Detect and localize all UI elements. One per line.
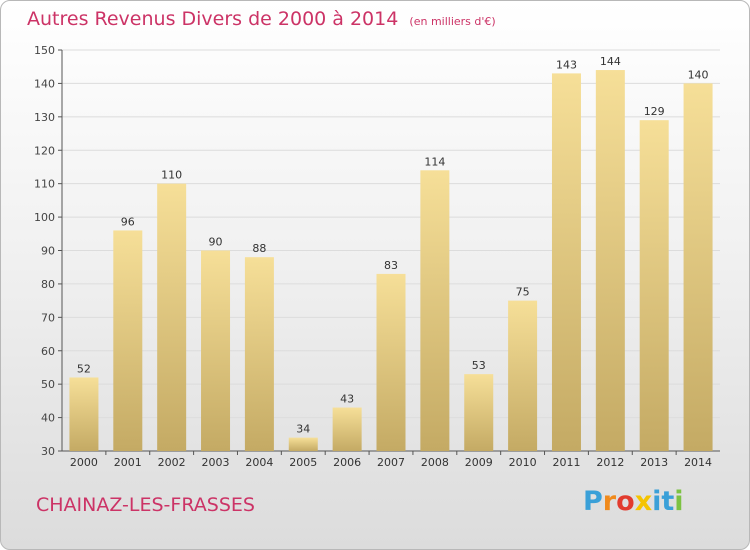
bar-2002 xyxy=(157,183,187,451)
data-label: 110 xyxy=(161,169,182,182)
x-tick-label: 2005 xyxy=(289,456,317,469)
logo-letter: t xyxy=(661,486,675,517)
x-tick-label: 2008 xyxy=(421,456,449,469)
place-name: CHAINAZ-LES-FRASSES xyxy=(36,494,255,516)
logo-letter: i xyxy=(674,486,684,517)
data-label: 143 xyxy=(556,58,577,71)
bar-2003 xyxy=(201,250,231,451)
logo-letter: P xyxy=(583,486,603,517)
x-tick-label: 2013 xyxy=(640,456,668,469)
data-label: 129 xyxy=(644,105,665,118)
x-tick-label: 2004 xyxy=(245,456,273,469)
x-tick-label: 2012 xyxy=(596,456,624,469)
data-label: 96 xyxy=(121,215,135,228)
bar-2005 xyxy=(288,437,318,451)
y-tick-label: 30 xyxy=(41,445,55,458)
bar-2012 xyxy=(595,70,625,452)
y-tick-label: 80 xyxy=(41,278,55,291)
x-tick-label: 2006 xyxy=(333,456,361,469)
bar-2001 xyxy=(113,230,143,451)
bar-2000 xyxy=(69,377,99,451)
chart-title: Autres Revenus Divers de 2000 à 2014 (en… xyxy=(27,8,496,30)
bar-2013 xyxy=(639,120,669,452)
bar-2006 xyxy=(332,407,362,451)
title-text: Autres Revenus Divers de 2000 à 2014 xyxy=(27,8,399,30)
logo-letter: x xyxy=(634,486,653,517)
bar-2004 xyxy=(244,257,274,451)
bar-2008 xyxy=(420,170,450,452)
y-tick-label: 70 xyxy=(41,311,55,324)
data-label: 140 xyxy=(688,68,709,81)
data-label: 83 xyxy=(384,259,398,272)
bar-2009 xyxy=(464,374,494,451)
bar-2007 xyxy=(376,273,406,451)
x-tick-label: 2007 xyxy=(377,456,405,469)
x-tick-label: 2001 xyxy=(114,456,142,469)
data-label: 88 xyxy=(252,242,266,255)
x-tick-label: 2003 xyxy=(202,456,230,469)
data-label: 53 xyxy=(472,359,486,372)
proxiti-logo[interactable]: Proxiti xyxy=(583,486,684,517)
x-tick-label: 2014 xyxy=(684,456,712,469)
data-label: 114 xyxy=(424,155,445,168)
data-label: 144 xyxy=(600,55,621,68)
y-tick-label: 60 xyxy=(41,345,55,358)
data-label: 43 xyxy=(340,393,354,406)
data-label: 34 xyxy=(296,423,310,436)
y-tick-label: 140 xyxy=(34,77,55,90)
bar-2014 xyxy=(683,83,713,452)
bar-2010 xyxy=(508,300,538,451)
logo-letter: i xyxy=(652,486,662,517)
logo-letter: r xyxy=(602,486,617,517)
data-label: 52 xyxy=(77,362,91,375)
data-label: 75 xyxy=(516,286,530,299)
y-tick-label: 150 xyxy=(34,44,55,57)
y-tick-label: 120 xyxy=(34,144,55,157)
x-tick-label: 2009 xyxy=(465,456,493,469)
x-tick-label: 2000 xyxy=(70,456,98,469)
x-tick-label: 2002 xyxy=(158,456,186,469)
bar-2011 xyxy=(551,73,581,452)
y-tick-label: 110 xyxy=(34,178,55,191)
x-tick-label: 2010 xyxy=(509,456,537,469)
data-label: 90 xyxy=(209,236,223,249)
y-tick-label: 100 xyxy=(34,211,55,224)
y-tick-label: 40 xyxy=(41,412,55,425)
logo-letter: o xyxy=(616,486,635,517)
x-tick-label: 2011 xyxy=(552,456,580,469)
y-tick-label: 130 xyxy=(34,111,55,124)
y-tick-label: 50 xyxy=(41,378,55,391)
y-tick-label: 90 xyxy=(41,245,55,258)
unit-note: (en milliers d'€) xyxy=(409,15,496,28)
bars: 52 96 110 90 88 34 43 83 114 53 75 143 144 129 140 xyxy=(69,55,713,452)
